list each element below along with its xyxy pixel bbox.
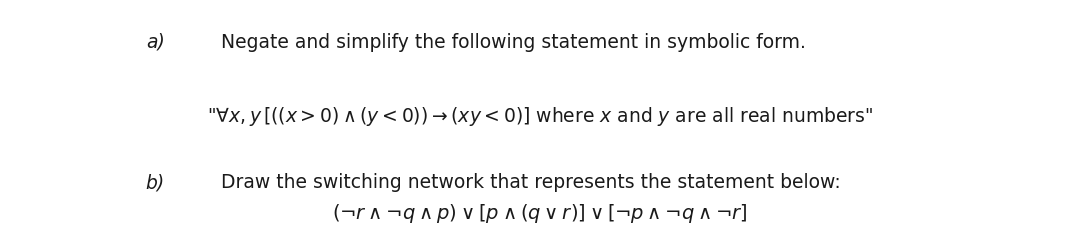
- Text: "$\forall x,y\,[((x>0)\wedge(y<0))\rightarrow(xy<0)]$ where $x$ and $y$ are all : "$\forall x,y\,[((x>0)\wedge(y<0))\right…: [207, 106, 873, 128]
- Text: $(\neg r\wedge\neg q\wedge p)\vee[p\wedge(q\vee r)]\vee[\neg p\wedge\neg q\wedge: $(\neg r\wedge\neg q\wedge p)\vee[p\wedg…: [333, 202, 747, 225]
- Text: Negate and simplify the following statement in symbolic form.: Negate and simplify the following statem…: [221, 33, 807, 52]
- Text: b): b): [146, 173, 165, 192]
- Text: a): a): [146, 33, 164, 52]
- Text: Draw the switching network that represents the statement below:: Draw the switching network that represen…: [221, 173, 841, 192]
